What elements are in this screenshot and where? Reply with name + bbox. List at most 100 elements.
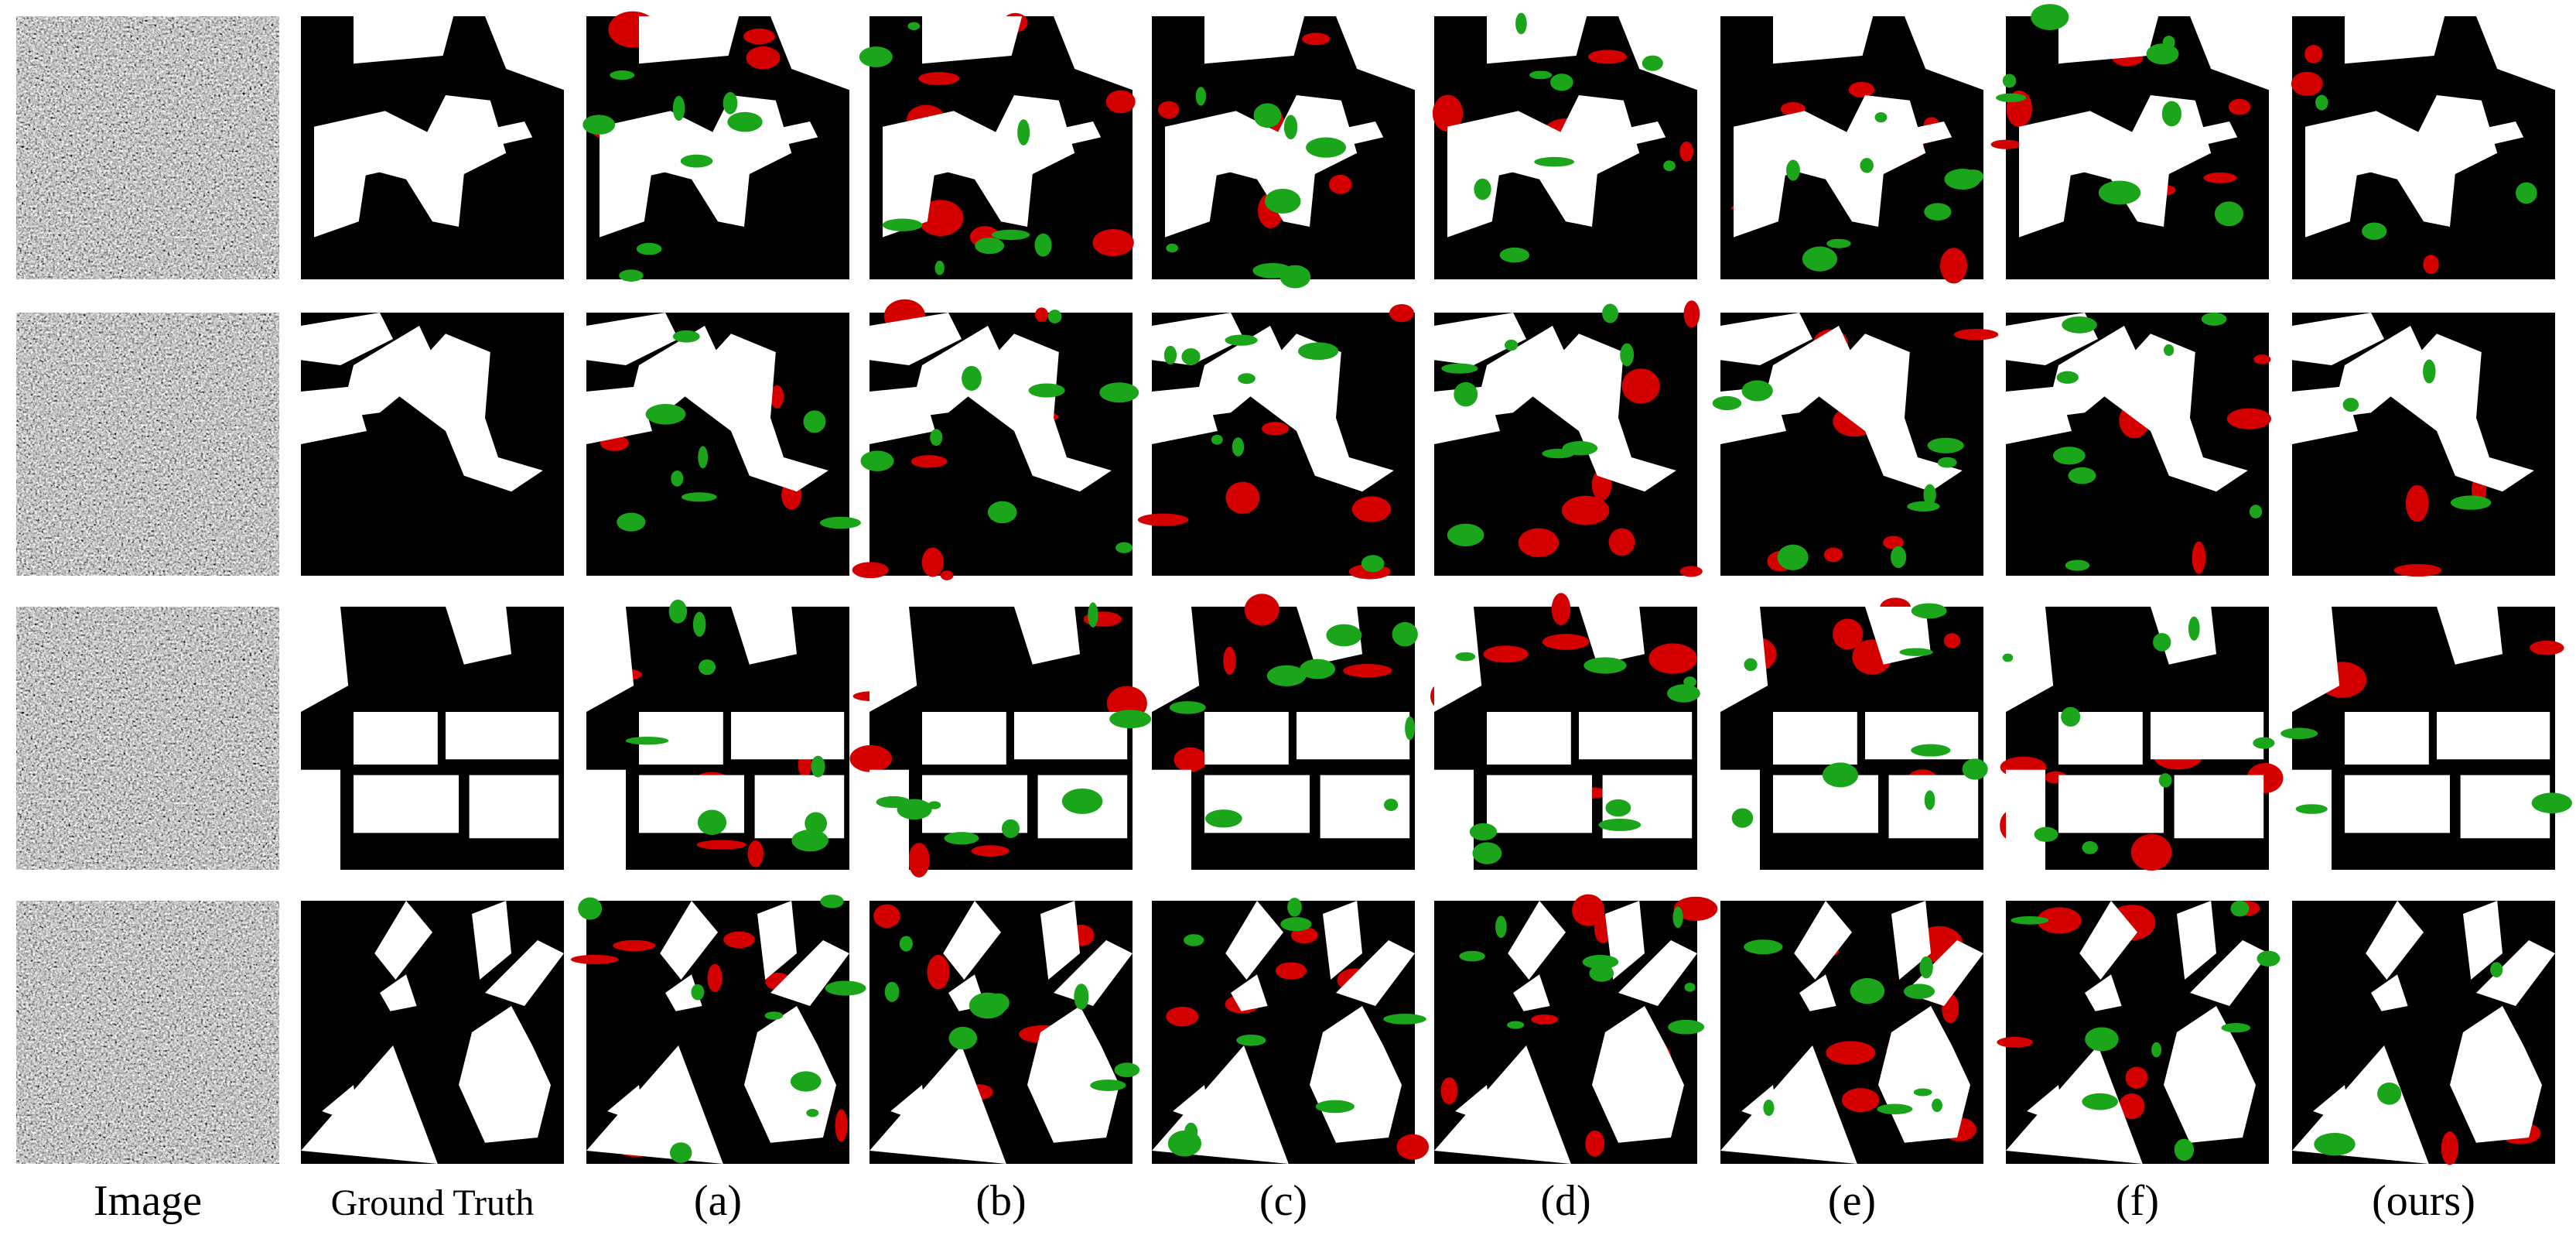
false-positive	[1474, 178, 1491, 200]
false-positive	[2085, 1027, 2119, 1052]
building	[354, 775, 459, 833]
building	[1191, 121, 1384, 180]
building	[1040, 901, 1080, 980]
tile	[1720, 597, 1988, 870]
sar-image	[16, 313, 279, 576]
building	[909, 326, 1006, 418]
false-positive	[1264, 188, 1301, 214]
false-positive	[1167, 1130, 1202, 1157]
false-positive	[2531, 792, 2572, 814]
false-negative	[1275, 962, 1307, 980]
building	[1027, 1006, 1119, 1143]
false-positive	[2230, 900, 2250, 917]
building	[2450, 1006, 2542, 1143]
building	[1773, 712, 1857, 765]
false-positive	[1028, 383, 1065, 398]
building	[922, 775, 1027, 833]
false-positive	[1684, 982, 1696, 992]
building	[1014, 712, 1128, 760]
false-negative	[1262, 422, 1289, 436]
false-positive	[2151, 1042, 2162, 1058]
tile	[586, 599, 849, 870]
false-positive	[1913, 1088, 1932, 1097]
building	[1579, 607, 1645, 665]
tile	[2000, 607, 2284, 871]
building	[380, 974, 417, 1011]
building	[1720, 607, 1768, 712]
building	[586, 386, 652, 444]
building	[2177, 901, 2216, 980]
false-negative	[1823, 547, 1843, 563]
building	[639, 712, 723, 765]
tile	[1720, 16, 1984, 284]
building	[2437, 607, 2503, 665]
tile	[1997, 900, 2280, 1164]
false-positive	[1891, 546, 1907, 569]
false-positive	[1911, 744, 1951, 757]
false-negative	[1588, 50, 1627, 64]
false-positive	[2450, 495, 2492, 510]
false-positive	[2257, 950, 2280, 967]
building	[393, 334, 543, 492]
false-positive	[692, 611, 706, 637]
false-negative	[908, 843, 930, 878]
building	[2045, 121, 2238, 180]
false-negative	[1551, 593, 1571, 626]
false-negative	[1329, 174, 1352, 194]
false-negative	[873, 904, 900, 928]
column-label: Ground Truth	[331, 1182, 535, 1223]
false-negative	[746, 46, 781, 70]
false-positive	[2253, 737, 2275, 749]
false-negative	[1223, 646, 1236, 676]
false-positive	[2061, 707, 2081, 727]
false-positive	[1472, 842, 1502, 864]
false-negative	[1158, 101, 1180, 119]
building	[2292, 386, 2358, 444]
false-positive	[1499, 247, 1530, 263]
false-positive	[1495, 915, 1507, 939]
building	[665, 974, 702, 1011]
building	[731, 607, 797, 665]
false-negative	[770, 385, 784, 409]
tile	[301, 313, 564, 576]
building	[2006, 607, 2054, 712]
building	[869, 607, 917, 712]
false-positive	[2031, 4, 2069, 30]
false-positive	[1169, 701, 1206, 714]
building	[2098, 334, 2248, 492]
building	[2463, 901, 2503, 980]
false-negative	[1832, 618, 1864, 650]
false-positive	[2377, 1082, 2402, 1105]
tile	[869, 901, 1140, 1164]
false-positive	[1860, 158, 1874, 173]
building	[1014, 607, 1080, 665]
building	[1720, 1045, 1857, 1164]
building	[757, 901, 797, 980]
building	[1760, 326, 1857, 418]
building	[2164, 1006, 2256, 1143]
false-positive	[1047, 310, 1062, 323]
false-positive	[1300, 659, 1336, 679]
false-positive	[1744, 939, 1783, 955]
false-negative	[1184, 758, 1201, 770]
tile	[16, 901, 279, 1164]
building	[1618, 16, 1697, 91]
false-negative	[1531, 1014, 1559, 1025]
false-positive	[672, 330, 700, 343]
false-positive	[992, 229, 1030, 241]
building	[731, 712, 845, 760]
false-positive	[699, 659, 716, 676]
false-positive	[1822, 762, 1859, 788]
building	[639, 16, 740, 64]
false-positive	[1874, 111, 1888, 123]
false-positive	[1534, 156, 1574, 167]
building	[2476, 940, 2555, 1006]
false-positive	[1505, 339, 1519, 351]
building	[770, 940, 849, 1006]
false-positive	[1061, 788, 1103, 814]
tile	[16, 16, 279, 279]
building	[1323, 901, 1362, 980]
false-positive	[1963, 169, 1984, 184]
false-positive	[727, 111, 763, 132]
